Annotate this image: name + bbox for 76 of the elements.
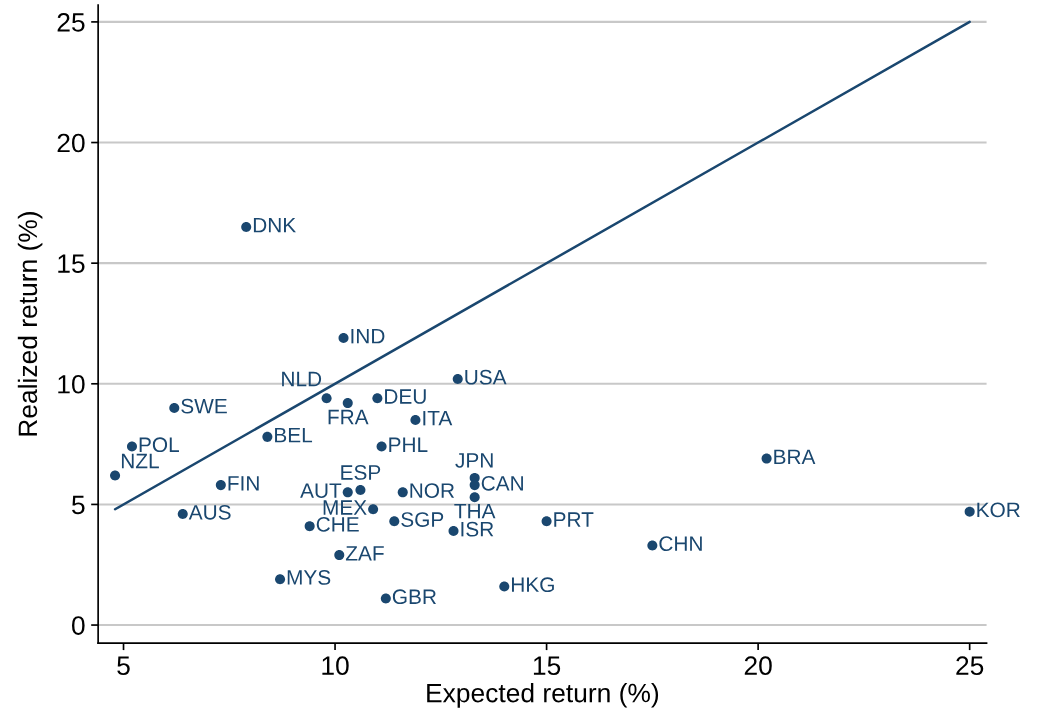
data-label: PHL [389,437,428,452]
data-label: NLD [282,371,322,387]
y-axis-title: Realized return (%) [17,212,43,436]
data-label: POL [139,437,179,453]
point [215,480,226,491]
y-tick-label: 25 [57,13,85,32]
point [304,521,315,532]
x-tick-label: 15 [533,656,561,676]
data-label: PRT [554,512,594,527]
data-label: THA [454,503,496,519]
point [110,470,121,481]
point [647,540,658,551]
y-tick-label: 20 [57,133,85,153]
point [541,516,552,527]
data-label: ZAF [345,546,384,561]
x-tick-label: 25 [956,656,984,676]
point [338,332,349,343]
data-label: AUS [188,504,231,520]
point [342,487,353,498]
point [241,221,252,232]
x-tick-label: 20 [744,656,772,676]
data-label: KOR [977,502,1020,518]
point [964,506,975,517]
point [761,453,772,464]
data-label: ISR [461,521,494,537]
y-tick-label: 0 [71,616,85,635]
point [452,373,463,384]
data-label: CAN [481,475,523,491]
point [355,484,366,495]
data-label: ESP [341,465,381,480]
point [177,509,188,520]
data-label: BEL [275,427,313,443]
data-label: BRA [774,449,816,464]
data-label: DNK [253,218,296,233]
point [410,414,421,425]
point [169,402,180,413]
point [334,550,345,561]
data-label: HKG [511,577,554,593]
y-tick-label: 10 [58,374,85,394]
x-tick-label: 5 [117,656,130,676]
y-tick-label: 15 [58,254,85,273]
data-label: IND [351,329,385,344]
data-label: CHE [316,516,359,532]
data-label: DEU [385,389,426,404]
data-label: FIN [228,476,259,491]
y-tick-label: 5 [72,495,85,515]
x-axis-title: Expected return (%) [427,683,659,708]
data-label: AUT [300,483,342,498]
data-label: FRA [328,409,369,425]
data-label: MEX [323,500,367,515]
data-label: ITA [423,411,453,426]
data-label: NOR [410,483,455,498]
point [389,516,400,527]
point [499,581,510,592]
data-label: USA [465,369,507,385]
point [469,492,480,503]
point [469,480,480,491]
data-label: JPN [455,453,493,468]
point [262,431,273,442]
x-tick-label: 10 [322,656,349,676]
data-label: MYS [287,570,331,585]
point [368,504,379,515]
point [448,525,459,536]
data-label: SGP [401,512,444,527]
data-label: GBR [392,589,436,605]
point [397,487,408,498]
point [380,593,391,604]
point [342,398,353,409]
point [376,441,387,452]
point [126,441,137,452]
point [321,393,332,404]
data-label: NZL [121,453,159,469]
data-label: SWE [181,398,227,414]
point [275,574,286,585]
point [372,393,383,404]
data-label: CHN [659,536,702,552]
